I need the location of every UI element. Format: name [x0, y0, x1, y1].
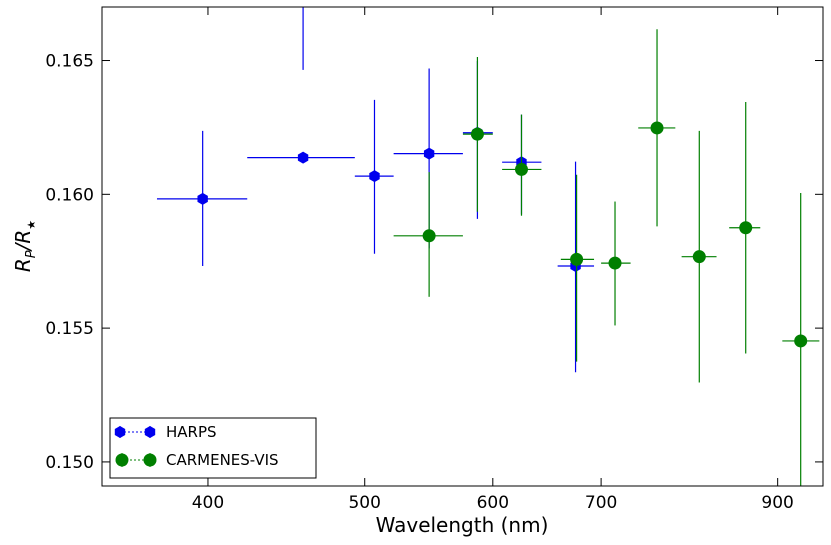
data-point	[422, 229, 436, 243]
plot-frame	[101, 6, 824, 487]
data-point	[423, 147, 435, 160]
legend-marker-harps	[114, 426, 126, 438]
legend: HARPS CARMENES-VIS	[109, 417, 317, 479]
x-tick-label: 700	[585, 493, 617, 513]
legend-entry-harps: HARPS	[114, 423, 217, 441]
y-label-sub1: P	[24, 250, 39, 258]
data-point	[570, 252, 584, 266]
data-point	[369, 170, 380, 183]
x-axis-label: Wavelength (nm)	[376, 513, 549, 537]
y-tick-label: 0.150	[45, 453, 94, 473]
plot-area	[102, 7, 823, 486]
data-point	[297, 151, 309, 164]
data-point	[739, 221, 753, 235]
y-tick-label: 0.160	[45, 185, 94, 205]
data-point	[650, 121, 664, 135]
y-tick-label: 0.165	[45, 52, 94, 72]
legend-entry-carmenes-vis: CARMENES-VIS	[115, 451, 279, 469]
data-point	[608, 256, 622, 270]
data-point	[197, 192, 208, 205]
data-point	[794, 334, 808, 348]
y-tick-label: 0.155	[45, 319, 94, 339]
x-tick-label: 500	[348, 493, 380, 513]
y-label-r1: R	[11, 258, 35, 272]
y-axis-label: RP/R★	[11, 220, 39, 272]
legend-marker-carmenes-vis	[115, 453, 129, 467]
legend-label-harps: HARPS	[166, 423, 217, 441]
svg-text:RP/R★: RP/R★	[11, 220, 39, 272]
data-point	[692, 250, 706, 264]
data-point	[470, 127, 484, 141]
x-ticks: 400 500 600 700 900	[192, 7, 794, 513]
legend-box	[109, 417, 317, 479]
series-carmenes-vis	[393, 29, 820, 486]
legend-label-carmenes-vis: CARMENES-VIS	[166, 451, 279, 469]
y-ticks: 0.150 0.155 0.160 0.165	[45, 52, 823, 473]
y-label-sep: /R	[11, 230, 35, 253]
y-label-sub2: ★	[25, 220, 38, 230]
x-tick-label: 400	[192, 493, 224, 513]
x-tick-label: 600	[477, 493, 509, 513]
x-tick-label: 900	[761, 493, 793, 513]
series-layer	[156, 7, 820, 486]
data-point	[514, 162, 528, 176]
